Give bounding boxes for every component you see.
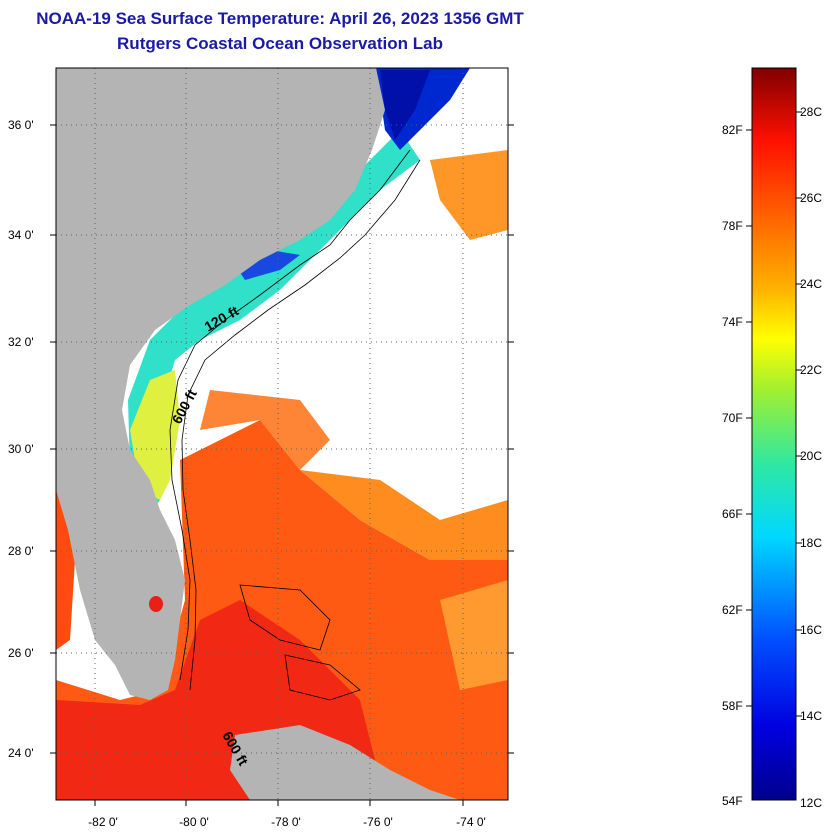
lon-label: -82 0' bbox=[88, 815, 118, 829]
cape-hatteras-blue bbox=[380, 70, 430, 140]
bahamas-bank bbox=[239, 584, 361, 701]
lat-label: 26 0' bbox=[8, 646, 34, 660]
lon-label: -78 0' bbox=[271, 815, 301, 829]
colorbar-c-label: 28C bbox=[800, 105, 823, 119]
lat-label: 34 0' bbox=[8, 228, 34, 242]
mid-ocean-orange bbox=[200, 390, 330, 470]
colorbar-f-label: 74F bbox=[722, 315, 743, 329]
contour-600ft bbox=[181, 159, 421, 691]
map-frame bbox=[55, 67, 509, 801]
contour-120ft bbox=[169, 149, 411, 681]
map-subtitle: Rutgers Coastal Ocean Observation Lab bbox=[117, 34, 443, 53]
colorbar-f-label: 58F bbox=[722, 699, 743, 713]
cuba-land bbox=[230, 725, 460, 800]
coastal-yellow-band bbox=[130, 370, 180, 500]
colorbar-c-label: 16C bbox=[800, 623, 823, 637]
colorbar-f-label: 54F bbox=[722, 794, 743, 808]
lake-okeechobee bbox=[149, 596, 163, 612]
lon-label: -76 0' bbox=[363, 815, 393, 829]
us-southeast-land bbox=[56, 68, 385, 700]
lon-label: -74 0' bbox=[456, 815, 486, 829]
east-orange-patch bbox=[440, 580, 508, 690]
colorbar-f-label: 70F bbox=[722, 411, 743, 425]
colorbar-f-label: 82F bbox=[722, 123, 743, 137]
colorbar-c-label: 22C bbox=[800, 363, 823, 377]
colorbar-f-label: 66F bbox=[722, 507, 743, 521]
lat-label: 32 0' bbox=[8, 335, 34, 349]
lat-label: 24 0' bbox=[8, 746, 34, 760]
coastal-blue-streak bbox=[235, 250, 300, 280]
colorbar-c-label: 20C bbox=[800, 449, 823, 463]
lat-label: 28 0' bbox=[8, 544, 34, 558]
colorbar-c-label: 12C bbox=[800, 796, 823, 810]
colorbar-c-label: 18C bbox=[800, 536, 823, 550]
colorbar-f-label: 62F bbox=[722, 603, 743, 617]
gulf-stream-orange bbox=[300, 470, 508, 560]
lat-label: 30 0' bbox=[8, 442, 34, 456]
axis-ticks bbox=[50, 124, 514, 806]
colorbar-f-label: 78F bbox=[722, 219, 743, 233]
temperature-colorbar bbox=[751, 67, 797, 801]
colorbar-c-label: 14C bbox=[800, 709, 823, 723]
north-orange-patch bbox=[430, 150, 508, 240]
coastal-cold-band bbox=[128, 130, 420, 520]
lat-label: 36 0' bbox=[8, 118, 34, 132]
colorbar-c-label: 26C bbox=[800, 191, 823, 205]
colorbar-c-label: 24C bbox=[800, 277, 823, 291]
lon-label: -80 0' bbox=[179, 815, 209, 829]
colorbar-ticks bbox=[746, 111, 802, 717]
grid-lines bbox=[56, 68, 508, 800]
map-title: NOAA-19 Sea Surface Temperature: April 2… bbox=[36, 9, 524, 28]
